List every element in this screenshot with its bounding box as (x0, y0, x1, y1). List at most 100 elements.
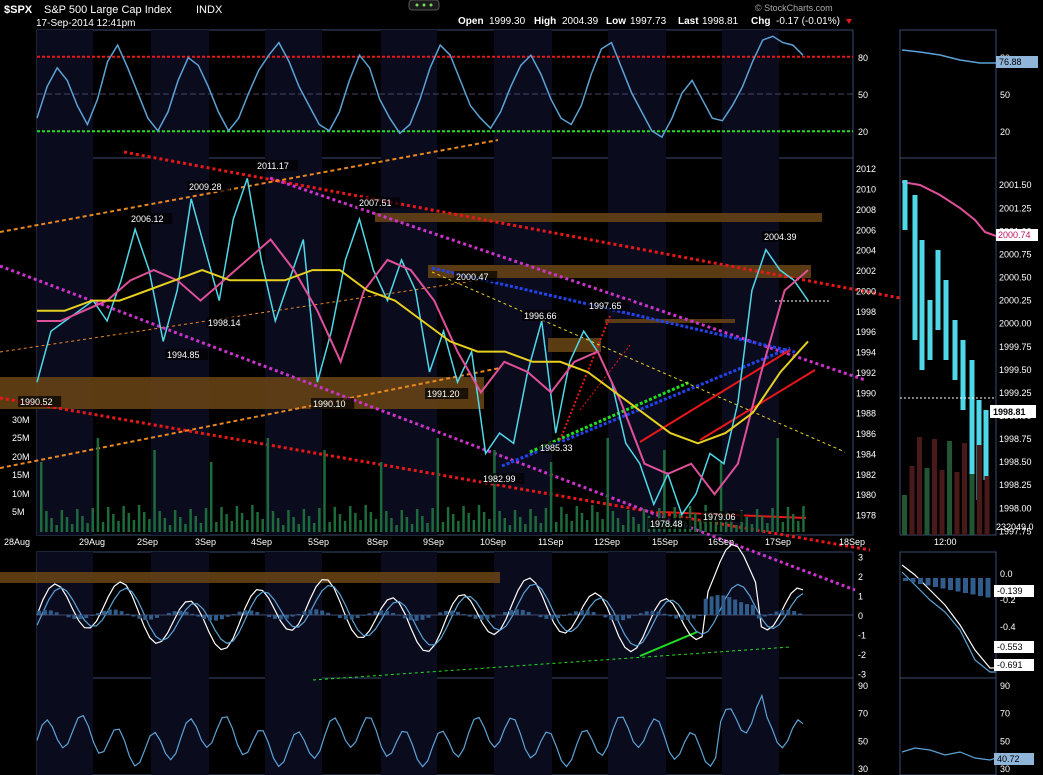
data-series (36, 35, 809, 768)
volume-bar (266, 438, 270, 532)
side-volume-bar (947, 441, 952, 535)
annotation-label: 1979.06 (703, 512, 736, 522)
oscillator-histogram-bar (544, 615, 549, 619)
annotation-bg (481, 473, 525, 484)
volume-bar (225, 514, 228, 532)
red-dot-rise-2 (579, 344, 631, 411)
chg-value: -0.17 (-0.01%) (776, 16, 840, 27)
volume-bar (168, 525, 172, 532)
oscillator-histogram-bar (278, 615, 283, 620)
price-tick-2004: 2004 (856, 246, 876, 256)
oscillator-histogram-bar (202, 615, 207, 620)
volume-bar (204, 508, 208, 532)
side-histogram-bar (933, 578, 938, 587)
rsi-value-badge: 76.88 (999, 57, 1022, 67)
volume-bar (199, 523, 203, 532)
volume-bar (163, 518, 167, 532)
oscillator-histogram-bar (709, 596, 714, 615)
oscillator-histogram-bar (119, 611, 124, 615)
oscillator-histogram-bar (267, 615, 272, 617)
oscillator-histogram-bar (680, 615, 685, 621)
day-shade-8-3 (494, 678, 552, 775)
side-osc-badge-frame-1 (994, 641, 1034, 653)
side-histogram-bar (918, 578, 923, 584)
side-volume-bar (902, 495, 907, 535)
oscillator-histogram-bar (273, 615, 277, 619)
price-tick-1992: 1992 (856, 368, 876, 378)
oscillator-histogram-bar (101, 610, 106, 615)
dots-icon (415, 3, 433, 7)
side-price-tick-1998.50: 1998.50 (999, 457, 1032, 467)
volume-bar (472, 520, 476, 532)
volume-bar (333, 507, 337, 532)
price-annotation-2009.28: 2009.28 (187, 181, 231, 192)
day-shade-4-1 (265, 158, 322, 535)
x-label-10Sep: 10Sep (480, 537, 506, 547)
oscillator-histogram-bar (420, 615, 425, 620)
oscillator-histogram-bar (96, 613, 100, 615)
bottom-indicator-line (36, 693, 804, 768)
annotation-label: 1990.10 (313, 399, 346, 409)
magenta-channel-lower (0, 264, 856, 592)
oscillator-histogram-bar (48, 610, 53, 615)
side-bottom-tick-30: 30 (1000, 764, 1010, 774)
volume-bar (276, 518, 280, 532)
x-label-17Sep: 17Sep (765, 537, 791, 547)
volume-tick-30M: 30M (12, 415, 30, 425)
volume-tick-20M: 20M (12, 452, 30, 462)
volume-bar (359, 520, 362, 532)
side-bottom-badge-frame (994, 753, 1034, 765)
volume-bar (106, 507, 110, 532)
volume-tick-10M: 10M (12, 489, 30, 499)
oscillator-green-trend (312, 646, 791, 681)
volume-bar (694, 513, 697, 532)
side-price-tick-2001.25: 2001.25 (999, 203, 1032, 213)
volume-bar (55, 525, 58, 532)
volume-bar (312, 523, 316, 532)
price-annotation-2004.39: 2004.39 (762, 231, 806, 242)
oscillator-histogram-bar (54, 612, 59, 615)
x-label-11Sep: 11Sep (538, 537, 563, 547)
oscillator-histogram-bar (361, 615, 366, 616)
oscillator-histogram-bar (550, 615, 555, 620)
volume-bar (137, 505, 141, 532)
price-annotation-2006.12: 2006.12 (129, 213, 173, 224)
volume-bar (153, 450, 156, 532)
resistance-zone-1 (375, 213, 822, 222)
chart-settings-button[interactable] (408, 0, 440, 11)
oscillator-line (36, 543, 804, 653)
annotation-bg (18, 396, 62, 407)
volume-bar (374, 519, 378, 532)
oscillator-histogram-bar (562, 615, 567, 617)
volume-bar (714, 519, 718, 532)
annotation-bg (129, 213, 173, 224)
volume-bar (50, 518, 53, 532)
side-price-tick-1997.75: 1997.75 (999, 526, 1032, 536)
volume-tick-5M: 5M (12, 507, 25, 517)
volume-bar (127, 513, 131, 532)
side-volume-bar (932, 439, 937, 535)
x-label-28Aug: 28Aug (4, 537, 30, 547)
side-oscillator-tick-2: -0.4 (1000, 622, 1016, 632)
side-osc-badge-frame-2 (994, 659, 1034, 671)
oscillator-histogram-bar (650, 610, 655, 615)
oscillator-histogram-bar (656, 611, 661, 615)
price-annotation-1997.65: 1997.65 (587, 300, 631, 311)
volume-bar (282, 525, 285, 532)
volume-bar (251, 505, 254, 532)
volume-bar (148, 519, 151, 532)
volume-tick-15M: 15M (12, 470, 30, 480)
annotation-bg (587, 300, 631, 311)
price-tick-1994: 1994 (856, 348, 876, 358)
oscillator-histogram-bar (332, 615, 336, 616)
oscillator-histogram-bar (461, 614, 466, 615)
side-histogram-bar (925, 578, 931, 586)
oscillator-histogram-bar (337, 615, 342, 618)
oscillator-histogram-bar (343, 615, 348, 620)
price-annotation-1990.52: 1990.52 (18, 396, 62, 407)
volume-bar (436, 438, 440, 532)
side-volume-bar (917, 437, 922, 535)
support-zone-1 (0, 377, 484, 409)
side-histogram-bar (903, 578, 908, 581)
side-bottom-frame (899, 677, 997, 775)
